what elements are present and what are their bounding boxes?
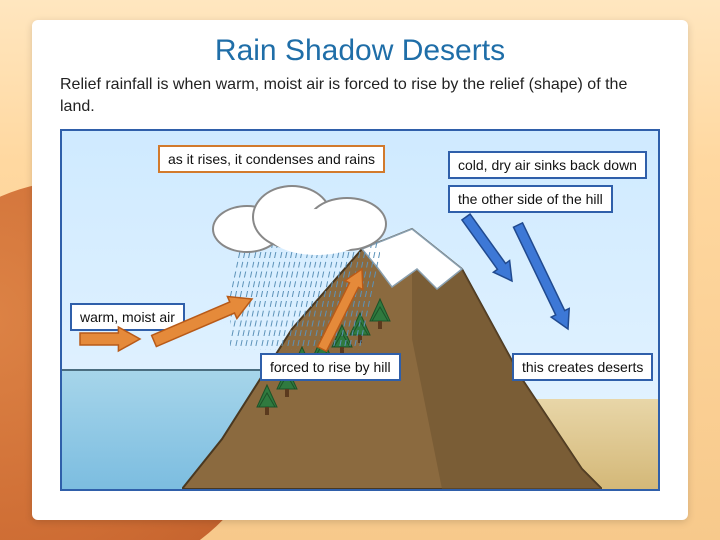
rain-streak [230, 242, 253, 350]
slide-stage: Rain Shadow Deserts Relief rainfall is w… [0, 0, 720, 540]
label-condenses: as it rises, it condenses and rains [158, 145, 385, 173]
page-subtitle: Relief rainfall is when warm, moist air … [60, 74, 660, 117]
cloud [212, 175, 402, 255]
label-warm-moist: warm, moist air [70, 303, 185, 331]
rain-shadow-diagram: as it rises, it condenses and rains cold… [60, 129, 660, 491]
label-forced-rise: forced to rise by hill [260, 353, 401, 381]
page-title: Rain Shadow Deserts [60, 34, 660, 68]
label-other-side: the other side of the hill [448, 185, 613, 213]
content-card: Rain Shadow Deserts Relief rainfall is w… [32, 20, 688, 520]
label-creates-deserts: this creates deserts [512, 353, 653, 381]
cloud-puff [267, 209, 367, 255]
label-cold-sinks: cold, dry air sinks back down [448, 151, 647, 179]
rain [230, 241, 380, 351]
